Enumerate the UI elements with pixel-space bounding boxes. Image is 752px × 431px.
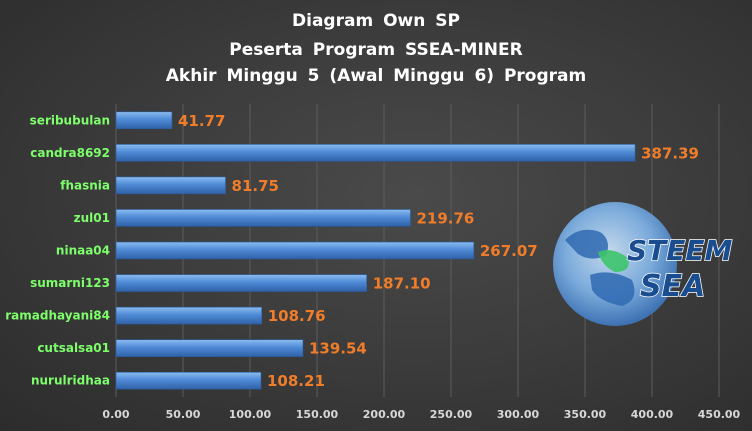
x-tick-label: 400.00 [631,408,674,421]
value-label-seribubulan: 41.77 [178,112,225,130]
bar-ramadhayani84 [115,306,263,325]
globe-landmass [565,229,608,259]
value-label-ramadhayani84: 108.76 [268,307,326,325]
category-label-zul01: zul01 [74,211,110,225]
value-label-fhasnia: 81.75 [232,177,279,195]
logo-text-line-2: SEA [640,269,705,304]
x-tick-label: 50.00 [166,408,201,421]
value-label-candra8692: 387.39 [641,144,699,162]
category-label-cutsalsa01: cutsalsa01 [37,341,110,355]
bar-sumarni123 [115,274,368,292]
chart-title-line-2: Peserta Program SSEA-MINER [229,40,523,60]
value-label-ninaa04: 267.07 [480,242,538,260]
category-label-ramadhayani84: ramadhayani84 [5,309,110,323]
category-label-nurulridhaa: nurulridhaa [31,374,110,388]
category-label-sumarni123: sumarni123 [30,276,110,290]
x-tick-label: 300.00 [497,408,540,421]
bar-zul01 [115,209,411,227]
value-label-cutsalsa01: 139.54 [309,340,367,358]
x-tick-label: 100.00 [229,408,272,421]
chart-title-line-3: Akhir Minggu 5 (Awal Minggu 6) Program [165,66,587,86]
category-label-seribubulan: seribubulan [30,113,110,127]
bar-seribubulan [115,111,173,130]
bar-ninaa04 [115,241,475,260]
x-tick-label: 200.00 [363,408,406,421]
x-tick-label: 250.00 [430,408,473,421]
globe-landmass [590,272,635,306]
chart-title-line-1: Diagram Own SP [292,11,460,31]
x-tick-label: 0.00 [102,408,129,421]
logo-text-line-1: STEEM [627,234,733,267]
globe-region-highlight [598,250,629,272]
category-label-fhasnia: fhasnia [60,178,110,192]
value-label-nurulridhaa: 108.21 [267,372,325,390]
category-label-candra8692: candra8692 [30,146,110,160]
value-label-zul01: 219.76 [416,209,474,227]
x-tick-label: 350.00 [564,408,607,421]
steem-sea-logo: STEEM SEA [553,202,733,326]
category-label-ninaa04: ninaa04 [56,244,110,258]
bar-nurulridhaa [115,371,262,390]
x-tick-label: 150.00 [296,408,339,421]
bar-cutsalsa01 [115,339,304,357]
bar-fhasnia [115,176,226,195]
value-label-sumarni123: 187.10 [373,275,431,293]
x-tick-label: 450.00 [698,408,741,421]
bar-candra8692 [115,144,636,162]
